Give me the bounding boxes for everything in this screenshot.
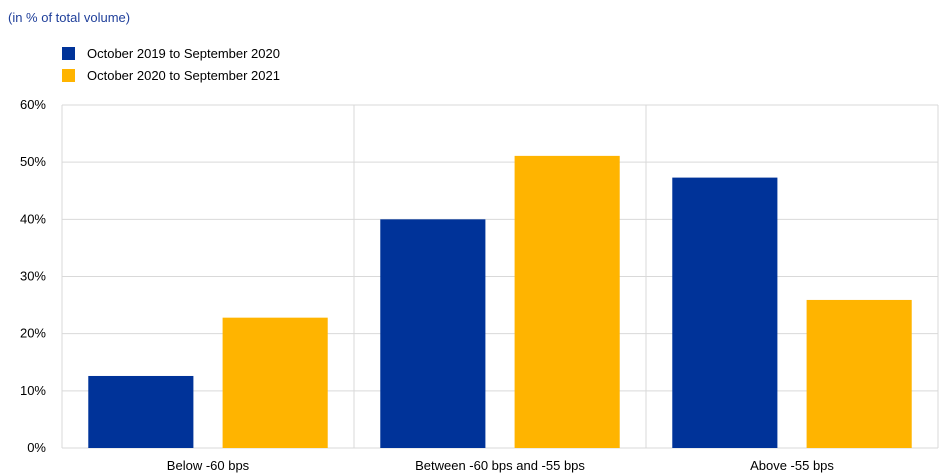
y-tick-label: 50% (20, 154, 46, 169)
y-tick-label: 10% (20, 383, 46, 398)
y-tick-label: 60% (20, 97, 46, 112)
bar-series-2-2 (514, 155, 620, 448)
y-tick-label: 30% (20, 269, 46, 284)
x-category-label: Between -60 bps and -55 bps (415, 458, 585, 473)
y-tick-label: 20% (20, 326, 46, 341)
bar-series-1-1 (88, 375, 194, 448)
legend-swatch-series-1 (62, 46, 75, 60)
legend-label-series-1: October 2019 to September 2020 (87, 45, 280, 61)
legend-item-series-2: October 2020 to September 2021 (62, 64, 280, 86)
legend-swatch-series-2 (62, 68, 75, 82)
legend: October 2019 to September 2020 October 2… (62, 42, 280, 86)
x-category-label: Below -60 bps (167, 458, 250, 473)
chart-subtitle: (in % of total volume) (8, 10, 131, 25)
bar-series-1-3 (672, 177, 778, 448)
bar-series-2-3 (806, 299, 912, 448)
x-category-label: Above -55 bps (750, 458, 834, 473)
bar-series-2-1 (222, 317, 328, 448)
legend-item-series-1: October 2019 to September 2020 (62, 42, 280, 64)
legend-label-series-2: October 2020 to September 2021 (87, 67, 280, 83)
y-tick-label: 40% (20, 211, 46, 226)
bar-series-1-2 (380, 219, 486, 448)
y-tick-label: 0% (27, 440, 46, 455)
